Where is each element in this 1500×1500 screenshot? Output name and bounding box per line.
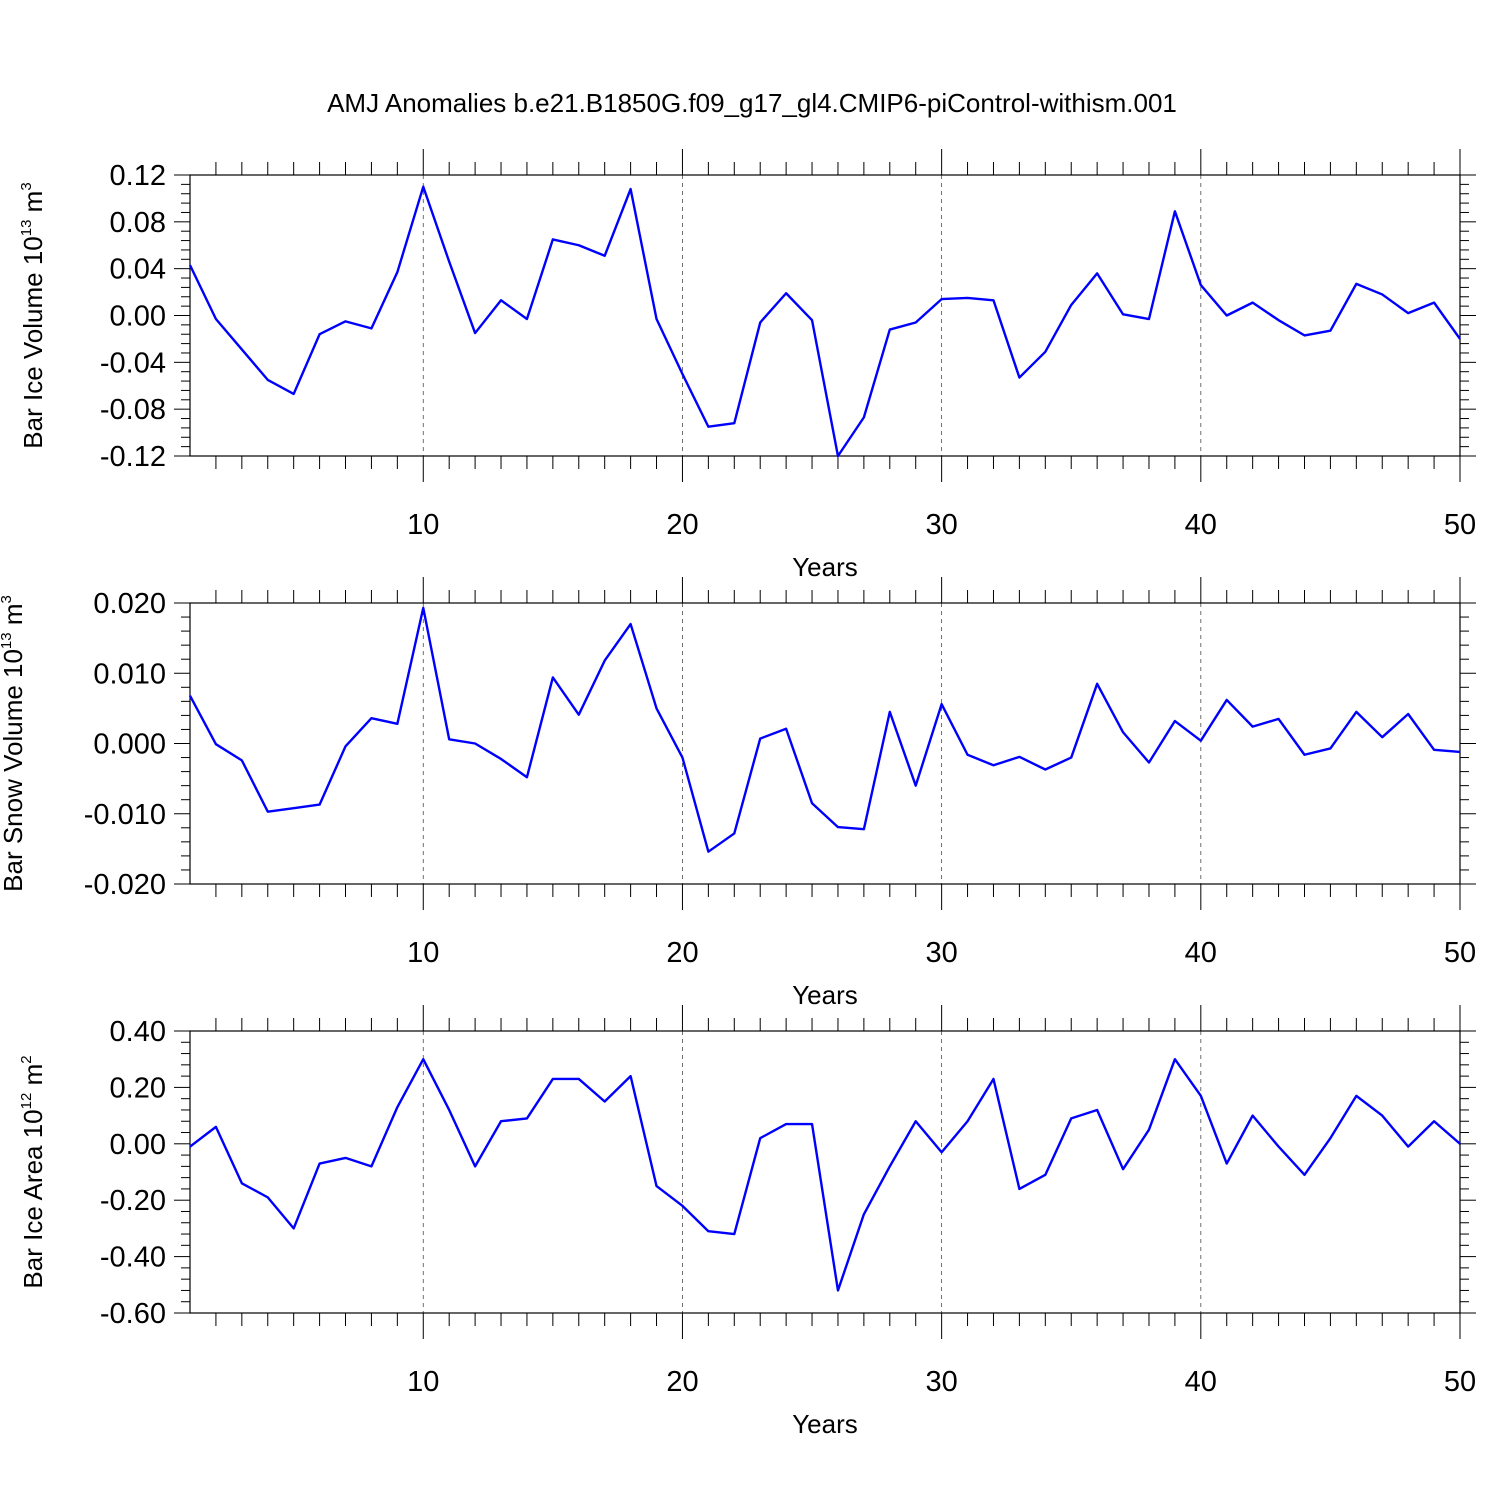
y-tick-label: -0.60 [100,1298,166,1330]
y-axis-label: Bar Ice Volume 1013 m3 [18,182,48,448]
x-tick-label: 30 [925,509,957,541]
x-tick-label: 50 [1444,1366,1476,1398]
y-tick-label: -0.20 [100,1185,166,1217]
y-tick-label: 0.000 [93,729,166,761]
x-tick-label: 40 [1185,509,1217,541]
x-axis-label: Years [792,980,858,1010]
y-tick-label: -0.04 [100,347,166,379]
x-axis-label: Years [792,1409,858,1439]
y-tick-label: 0.020 [93,588,166,620]
y-tick-label: -0.08 [100,394,166,426]
y-tick-label: 0.12 [110,160,166,192]
y-tick-label: 0.00 [110,1129,166,1161]
x-tick-label: 20 [666,509,698,541]
y-tick-label: -0.010 [84,799,166,831]
y-tick-label: 0.010 [93,658,166,690]
x-tick-label: 50 [1444,937,1476,969]
x-axis-label: Years [792,552,858,582]
x-tick-label: 20 [666,937,698,969]
chart-panel-2: -0.020 -0.010 0.000 0.010 0.020 10 20 30 40 50 Yea… [0,577,1476,1010]
y-tick-label: -0.40 [100,1242,166,1274]
series-line [189,1057,1461,1292]
x-tick-label: 40 [1185,1366,1217,1398]
y-tick-label: 0.20 [110,1072,166,1104]
x-tick-label: 10 [407,509,439,541]
x-tick-label: 30 [925,1366,957,1398]
y-tick-label: 0.08 [110,207,166,239]
series-line [188,606,1461,853]
chart-panel-3: -0.60 -0.40 -0.20 0.00 0.20 0.40 10 20 30 40 50 Yea… [18,1005,1476,1439]
y-axis-label: Bar Ice Area 1012 m2 [18,1055,48,1288]
y-axis-label: Bar Snow Volume 1013 m3 [0,595,28,892]
x-tick-label: 30 [925,937,957,969]
plot-frame [189,174,1461,457]
y-tick-label: 0.04 [110,254,166,286]
chart-title: AMJ Anomalies b.e21.B1850G.f09_g17_gl4.C… [327,88,1177,118]
y-tick-label: 0.40 [110,1016,166,1048]
chart-panel-1: -0.12 -0.08 -0.04 0.00 0.04 0.08 0.12 10 20 30 40 5… [18,149,1476,582]
plot-frame [189,1030,1461,1314]
plot-frame [189,602,1461,885]
x-tick-label: 10 [407,1366,439,1398]
x-tick-label: 10 [407,937,439,969]
x-tick-label: 20 [666,1366,698,1398]
x-tick-label: 50 [1444,509,1476,541]
y-tick-label: -0.020 [84,869,166,901]
x-tick-label: 40 [1185,937,1217,969]
y-tick-label: -0.12 [100,441,166,473]
series-line [188,185,1461,458]
y-tick-label: 0.00 [110,301,166,333]
